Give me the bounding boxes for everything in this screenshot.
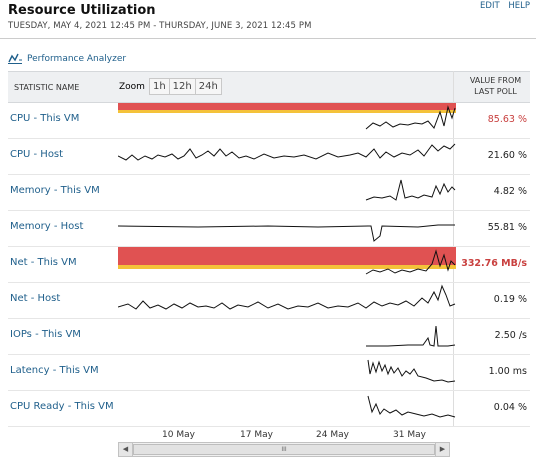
stat-name-link[interactable]: Net - This VM (10, 257, 77, 268)
col-statistic-name: STATISTIC NAME (14, 83, 80, 92)
scroll-right-icon[interactable]: ▶ (435, 443, 449, 456)
zoom-control: Zoom 1h 12h 24h (119, 78, 222, 95)
stat-value: 85.63 % (487, 114, 527, 125)
sparkline-chart[interactable] (118, 318, 456, 354)
col-value-line2: LAST POLL (474, 87, 517, 96)
zoom-label: Zoom (119, 81, 145, 92)
sparkline-series (367, 359, 456, 383)
stat-name-link[interactable]: CPU - This VM (10, 113, 80, 124)
sparkline-series (367, 395, 456, 418)
stat-name-link[interactable]: IOPs - This VM (10, 329, 81, 340)
sparkline-series (118, 284, 456, 310)
col-value-from-last-poll: VALUE FROM LAST POLL (461, 75, 530, 97)
stat-row-memory-this-vm: Memory - This VM 4.82 % (8, 174, 530, 211)
zoom-12h-button[interactable]: 12h (168, 78, 196, 95)
stat-row-net-this-vm: Net - This VM 332.76 MB/s (8, 246, 530, 283)
stat-value: 4.82 % (493, 186, 527, 197)
performance-analyzer-icon (8, 53, 22, 64)
stat-value: 1.00 ms (488, 366, 527, 377)
date-range: TUESDAY, MAY 4, 2021 12:45 PM - THURSDAY… (8, 21, 312, 31)
widget-title: Resource Utilization (8, 3, 156, 18)
sparkline-chart[interactable] (118, 354, 456, 390)
col-value-line1: VALUE FROM (469, 76, 522, 85)
header-links: EDIT HELP (474, 1, 530, 11)
threshold-warning-band (118, 110, 456, 113)
stat-value: 0.19 % (493, 294, 527, 305)
stat-row-cpu-host: CPU - Host 21.60 % (8, 138, 530, 175)
stat-name-link[interactable]: Net - Host (10, 293, 61, 304)
sparkline-chart[interactable] (118, 390, 456, 426)
stat-row-cpu-this-vm: CPU - This VM 85.63 % (8, 102, 530, 139)
sparkline-chart[interactable] (118, 210, 456, 246)
x-tick-label: 24 May (316, 430, 349, 440)
x-tick-label: 31 May (393, 430, 426, 440)
sparkline-chart[interactable] (118, 246, 456, 282)
stat-name-link[interactable]: CPU Ready - This VM (10, 401, 114, 412)
threshold-warning-band (118, 265, 456, 269)
performance-analyzer-link[interactable]: Performance Analyzer (8, 53, 126, 64)
threshold-critical-band (118, 247, 456, 265)
stat-value: 21.60 % (487, 150, 527, 161)
stat-name-link[interactable]: Memory - This VM (10, 185, 100, 196)
sparkline-chart[interactable] (118, 282, 456, 318)
stat-value: 2.50 /s (494, 330, 527, 341)
stat-name-link[interactable]: Memory - Host (10, 221, 84, 232)
timeline-scrollbar[interactable]: ◀ III ▶ (118, 442, 450, 457)
zoom-1h-button[interactable]: 1h (148, 78, 170, 95)
sparkline-series (118, 224, 455, 242)
x-tick-label: 17 May (240, 430, 273, 440)
sparkline-series (365, 249, 456, 275)
stat-value: 332.76 MB/s (461, 258, 527, 269)
table-header: STATISTIC NAME Zoom 1h 12h 24h VALUE FRO… (8, 71, 530, 103)
sparkline-chart[interactable] (118, 102, 456, 138)
header-divider (0, 38, 536, 39)
sparkline-series (118, 143, 456, 161)
sparkline-chart[interactable] (118, 138, 456, 174)
stat-row-net-host: Net - Host 0.19 % (8, 282, 530, 319)
help-link[interactable]: HELP (508, 1, 530, 11)
stat-value: 55.81 % (487, 222, 527, 233)
scrollbar-thumb[interactable]: III (133, 444, 435, 455)
stat-row-cpu-ready-this-vm: CPU Ready - This VM 0.04 % (8, 390, 530, 427)
stat-name-link[interactable]: CPU - Host (10, 149, 64, 160)
x-tick-label: 10 May (162, 430, 195, 440)
edit-link[interactable]: EDIT (480, 1, 500, 11)
stat-row-latency-this-vm: Latency - This VM 1.00 ms (8, 354, 530, 391)
stat-name-link[interactable]: Latency - This VM (10, 365, 99, 376)
stat-value: 0.04 % (493, 402, 527, 413)
scroll-left-icon[interactable]: ◀ (119, 443, 133, 456)
sparkline-chart[interactable] (118, 174, 456, 210)
sparkline-series (365, 179, 456, 201)
performance-analyzer-label: Performance Analyzer (27, 53, 127, 64)
stat-row-memory-host: Memory - Host 55.81 % (8, 210, 530, 247)
sparkline-series (365, 105, 456, 130)
threshold-critical-band (118, 103, 456, 110)
zoom-24h-button[interactable]: 24h (194, 78, 222, 95)
sparkline-series (366, 325, 456, 347)
stat-row-iops-this-vm: IOPs - This VM 2.50 /s (8, 318, 530, 355)
